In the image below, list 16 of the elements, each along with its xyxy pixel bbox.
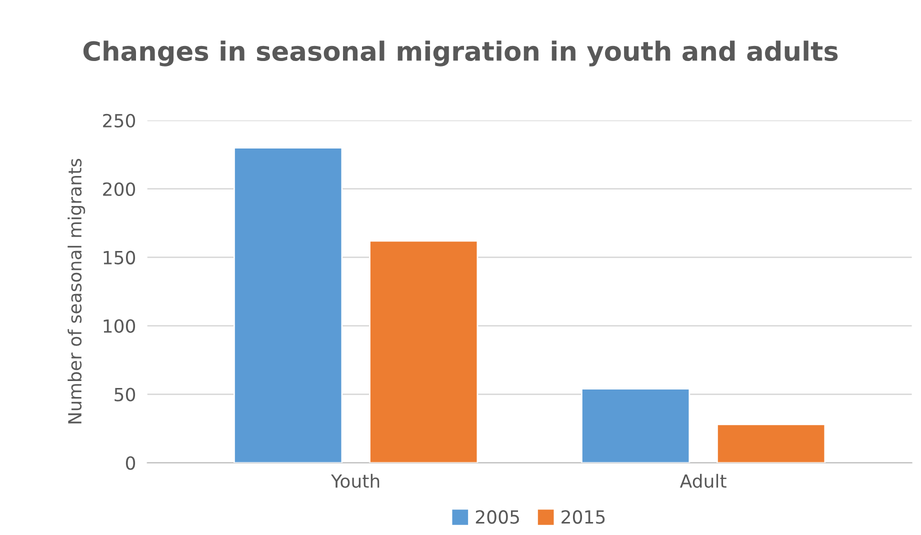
x-tick-label: Youth: [330, 474, 380, 488]
y-tick-label: 100: [104, 319, 136, 333]
legend-label: 2005: [476, 510, 519, 524]
chart-title: Changes in seasonal migration in youth and adults: [83, 40, 838, 66]
y-tick-label: 200: [103, 182, 136, 196]
x-tick-label: Adult: [680, 474, 726, 488]
y-tick-label: 50: [114, 388, 136, 402]
y-tick-label: 0: [126, 456, 136, 470]
y-tick-label: 150: [104, 250, 136, 264]
bar: [369, 240, 478, 463]
y-axis-title: Number of seasonal migrants: [68, 158, 86, 424]
bar: [581, 388, 690, 463]
y-tick-label: 250: [103, 114, 136, 128]
bar: [716, 424, 826, 463]
legend-label: 2015: [562, 510, 605, 524]
bar: [234, 147, 343, 463]
